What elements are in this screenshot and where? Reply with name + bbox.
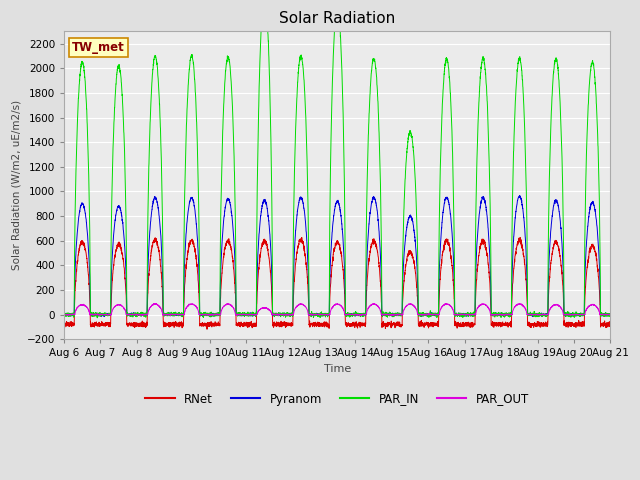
PAR_OUT <box>333 300 341 306</box>
PAR_IN <box>429 311 437 317</box>
RNet <box>607 323 614 329</box>
Legend: RNet, Pyranom, PAR_IN, PAR_OUT: RNet, Pyranom, PAR_IN, PAR_OUT <box>141 388 534 410</box>
Line: PAR_OUT: PAR_OUT <box>64 303 611 315</box>
PAR_IN <box>60 311 68 317</box>
Pyranom <box>317 312 324 318</box>
PAR_IN <box>460 312 468 318</box>
Pyranom <box>491 311 499 316</box>
Pyranom <box>158 261 166 267</box>
RNet <box>491 320 499 325</box>
Pyranom <box>60 312 68 317</box>
PAR_IN <box>159 209 166 215</box>
Pyranom <box>516 192 524 198</box>
PAR_OUT <box>607 312 614 317</box>
PAR_IN <box>606 311 614 316</box>
PAR_OUT <box>60 312 68 317</box>
PAR_IN <box>317 312 325 318</box>
PAR_OUT <box>429 312 437 318</box>
Pyranom <box>606 312 614 318</box>
PAR_OUT <box>460 312 468 317</box>
X-axis label: Time: Time <box>324 364 351 374</box>
Line: Pyranom: Pyranom <box>64 195 611 316</box>
RNet <box>317 321 324 326</box>
PAR_IN <box>491 314 499 320</box>
PAR_OUT <box>317 312 324 318</box>
PAR_IN <box>93 315 101 321</box>
Pyranom <box>429 311 437 317</box>
Line: RNet: RNet <box>64 238 611 329</box>
Title: Solar Radiation: Solar Radiation <box>279 11 396 26</box>
Pyranom <box>460 312 468 318</box>
RNet <box>429 321 437 327</box>
RNet <box>158 283 166 289</box>
RNet <box>203 326 211 332</box>
PAR_OUT <box>491 312 499 317</box>
RNet <box>460 324 468 329</box>
PAR_OUT <box>606 312 614 318</box>
Y-axis label: Solar Radiation (W/m2, uE/m2/s): Solar Radiation (W/m2, uE/m2/s) <box>11 100 21 270</box>
RNet <box>516 235 524 240</box>
PAR_IN <box>607 312 614 318</box>
Pyranom <box>607 312 614 318</box>
Pyranom <box>417 313 425 319</box>
Line: PAR_IN: PAR_IN <box>64 0 611 318</box>
RNet <box>606 323 614 328</box>
RNet <box>60 320 68 325</box>
Text: TW_met: TW_met <box>72 41 125 54</box>
PAR_OUT <box>389 312 397 318</box>
PAR_OUT <box>158 309 166 315</box>
